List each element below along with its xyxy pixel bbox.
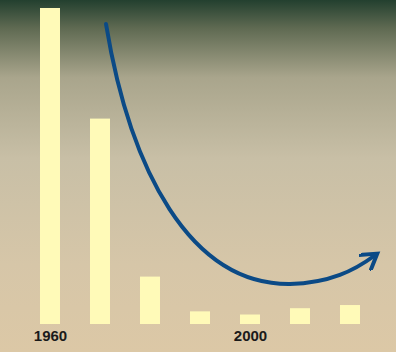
svg-text:1960: 1960 bbox=[34, 327, 67, 344]
svg-text:2000: 2000 bbox=[234, 327, 267, 344]
